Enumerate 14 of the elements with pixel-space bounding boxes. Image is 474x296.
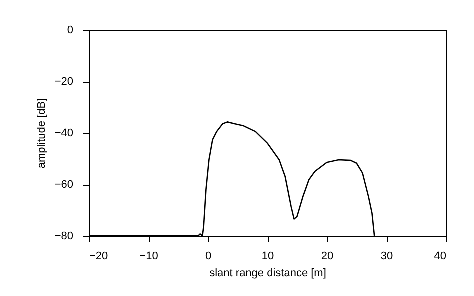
y-axis-title: amplitude [dB] bbox=[36, 98, 48, 169]
x-tick-label: 40 bbox=[434, 250, 446, 262]
x-tick-label: −10 bbox=[140, 250, 158, 262]
x-tick-label: 30 bbox=[380, 250, 394, 262]
x-tick-label: 0 bbox=[205, 250, 212, 262]
x-tick-label: −20 bbox=[90, 250, 108, 262]
y-tick-label: −60 bbox=[54, 179, 74, 191]
x-axis-title: slant range distance [m] bbox=[210, 268, 326, 280]
y-tick-label: −80 bbox=[54, 230, 74, 242]
x-tick-label: 20 bbox=[321, 250, 334, 262]
y-tick-label: −40 bbox=[54, 128, 74, 140]
y-tick-label: −20 bbox=[54, 76, 74, 88]
y-tick-label: 0 bbox=[67, 24, 74, 36]
x-tick-label: 10 bbox=[262, 250, 274, 262]
